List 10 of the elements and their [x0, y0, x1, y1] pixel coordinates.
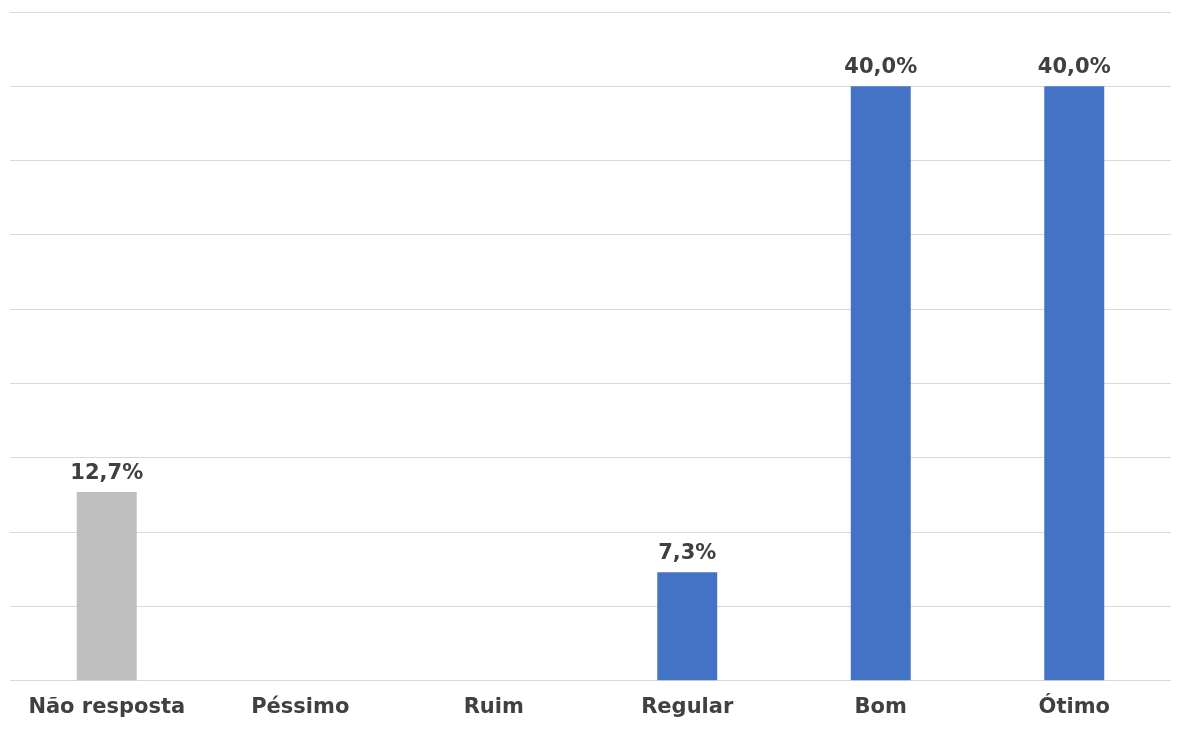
data-label: 7,3% [658, 540, 717, 565]
data-label: 40,0% [844, 54, 918, 79]
x-tick-label: Bom [854, 693, 907, 718]
data-label: 40,0% [1037, 54, 1111, 79]
data-label: 12,7% [70, 460, 144, 484]
x-tick-label: Ruim [463, 693, 524, 718]
x-tick-label: Ótimo [1038, 692, 1110, 718]
x-tick-label: Não resposta [28, 693, 186, 718]
x-tick-label: Regular [641, 693, 734, 718]
x-tick-label: Péssimo [251, 693, 350, 718]
